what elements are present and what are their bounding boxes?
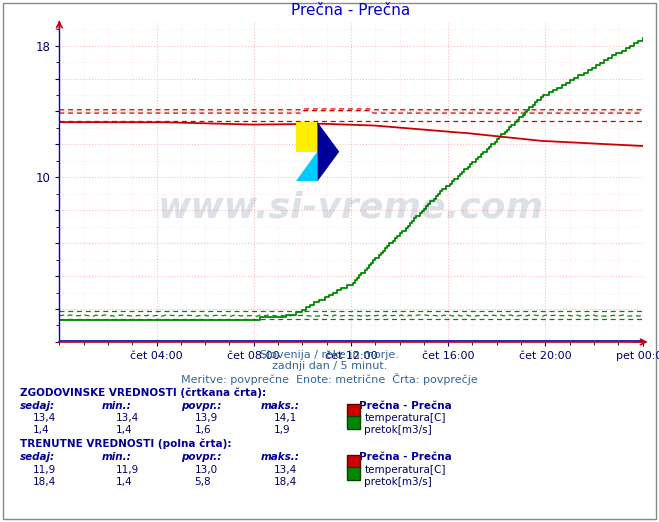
Text: pretok[m3/s]: pretok[m3/s] <box>364 425 432 435</box>
Text: sedaj:: sedaj: <box>20 452 55 462</box>
Text: zadnji dan / 5 minut.: zadnji dan / 5 minut. <box>272 361 387 371</box>
Text: maks.:: maks.: <box>260 401 299 411</box>
Text: ZGODOVINSKE VREDNOSTI (črtkana črta):: ZGODOVINSKE VREDNOSTI (črtkana črta): <box>20 387 266 398</box>
Text: maks.:: maks.: <box>260 452 299 462</box>
Text: Prečna - Prečna: Prečna - Prečna <box>359 452 452 462</box>
Text: 5,8: 5,8 <box>194 477 211 487</box>
Text: 1,6: 1,6 <box>194 425 211 435</box>
Text: www.si-vreme.com: www.si-vreme.com <box>158 190 544 224</box>
Text: sedaj:: sedaj: <box>20 401 55 411</box>
Text: 13,9: 13,9 <box>194 413 217 423</box>
Polygon shape <box>295 152 318 182</box>
Text: min.:: min.: <box>102 452 132 462</box>
Text: povpr.:: povpr.: <box>181 401 221 411</box>
Text: Meritve: povprečne  Enote: metrične  Črta: povprečje: Meritve: povprečne Enote: metrične Črta:… <box>181 373 478 385</box>
Text: TRENUTNE VREDNOSTI (polna črta):: TRENUTNE VREDNOSTI (polna črta): <box>20 438 231 449</box>
Title: Prečna - Prečna: Prečna - Prečna <box>291 3 411 18</box>
Text: temperatura[C]: temperatura[C] <box>364 413 446 423</box>
FancyBboxPatch shape <box>295 122 318 152</box>
Text: 1,9: 1,9 <box>273 425 290 435</box>
Text: 11,9: 11,9 <box>33 465 56 474</box>
Text: 1,4: 1,4 <box>115 477 132 487</box>
Text: 13,0: 13,0 <box>194 465 217 474</box>
Text: 13,4: 13,4 <box>115 413 138 423</box>
Text: 18,4: 18,4 <box>273 477 297 487</box>
Text: Prečna - Prečna: Prečna - Prečna <box>359 401 452 411</box>
Polygon shape <box>318 122 339 182</box>
Text: 11,9: 11,9 <box>115 465 138 474</box>
Text: 1,4: 1,4 <box>33 425 49 435</box>
Text: temperatura[C]: temperatura[C] <box>364 465 446 474</box>
Text: pretok[m3/s]: pretok[m3/s] <box>364 477 432 487</box>
Text: min.:: min.: <box>102 401 132 411</box>
Text: povpr.:: povpr.: <box>181 452 221 462</box>
Text: 14,1: 14,1 <box>273 413 297 423</box>
Text: 13,4: 13,4 <box>33 413 56 423</box>
Text: 13,4: 13,4 <box>273 465 297 474</box>
Text: Slovenija / reke in morje.: Slovenija / reke in morje. <box>260 350 399 360</box>
Text: 1,4: 1,4 <box>115 425 132 435</box>
Text: 18,4: 18,4 <box>33 477 56 487</box>
